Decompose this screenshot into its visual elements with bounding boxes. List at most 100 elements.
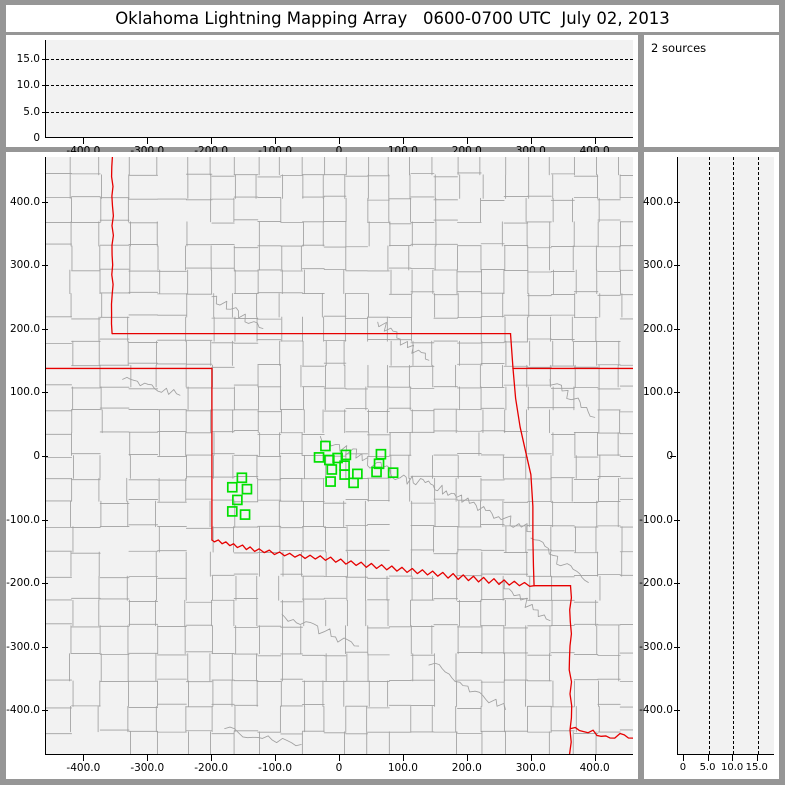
x-tick-mark (211, 755, 213, 761)
lightning-source-marker (326, 464, 338, 475)
county-line-river-7 (122, 376, 181, 396)
source-count-panel: 2 sources (644, 35, 779, 147)
x-tick-mark (147, 138, 149, 144)
lightning-source-marker (236, 472, 248, 484)
lightning-sources-layer (226, 440, 399, 520)
y-tick-mark (42, 392, 48, 394)
gridline-vertical (733, 157, 735, 754)
x-tick-mark (756, 755, 758, 761)
y-tick-mark (674, 328, 680, 330)
x-tick-mark (530, 755, 532, 761)
x-tick-mark (275, 138, 277, 144)
lightning-source-marker (348, 477, 359, 489)
y-tick-label: 100.0 (642, 386, 673, 399)
x-tick-label: 15.0 (745, 762, 768, 773)
y-tick-label: 300.0 (642, 259, 673, 272)
state-border-red-river (211, 539, 535, 588)
gridline-horizontal (46, 111, 633, 113)
lightning-source-marker (371, 466, 382, 478)
county-line-river-11 (224, 726, 302, 747)
x-tick-mark (732, 755, 734, 761)
y-tick-label: 0 (33, 132, 40, 144)
county-boundaries-layer (46, 157, 633, 754)
y-tick-mark (42, 519, 48, 521)
y-tick-mark (674, 583, 680, 585)
lightning-source-marker (387, 467, 399, 479)
x-tick-label: 100.0 (387, 762, 418, 774)
y-tick-label: -400.0 (6, 704, 40, 717)
gridline-vertical (757, 157, 759, 754)
county-line-horizontal (46, 172, 633, 735)
time-height-plot-area (45, 40, 633, 138)
y-tick-label: 100.0 (9, 386, 40, 399)
county-line-river-2 (399, 474, 455, 496)
y-tick-mark (674, 201, 680, 203)
y-tick-mark (674, 392, 680, 394)
lightning-source-marker (352, 468, 363, 480)
x-tick-mark (147, 755, 149, 761)
state-border-missouri (509, 332, 514, 370)
x-tick-label: 0 (679, 762, 687, 773)
altitude-plot-area (677, 157, 774, 755)
x-tick-label: 5.0 (699, 762, 716, 773)
altitude-panel: -400.0 -300.0 -200.0 -100.0 0 100.0 200.0 300.0… (639, 152, 779, 779)
y-tick-label: 5.0 (23, 105, 40, 118)
x-tick-label: 0 (335, 762, 343, 774)
x-tick-mark (594, 138, 596, 144)
x-tick-label: 300.0 (515, 762, 546, 774)
y-tick-label: 15.0 (16, 52, 40, 65)
state-border-colorado-kansas (110, 157, 115, 335)
y-tick-label: 400.0 (642, 195, 673, 208)
lightning-source-marker (241, 483, 253, 495)
x-tick-label: -100.0 (258, 762, 293, 774)
lightning-source-marker (375, 448, 387, 460)
x-tick-mark (339, 755, 340, 761)
source-count-label: 2 sources (651, 41, 707, 55)
state-border-louisiana-west (568, 585, 573, 754)
county-line-river-1 (319, 436, 401, 481)
y-tick-mark (674, 265, 680, 267)
x-tick-label: -200.0 (194, 762, 229, 774)
y-tick-label: 10.0 (16, 79, 40, 92)
x-tick-label: 10.0 (721, 762, 744, 773)
y-tick-label: 400.0 (9, 195, 40, 208)
y-tick-label: -100.0 (6, 513, 40, 526)
x-tick-mark (339, 138, 340, 144)
state-border-arkansas-west (512, 367, 535, 587)
y-tick-mark (42, 583, 48, 585)
y-tick-mark (42, 201, 48, 203)
y-tick-mark (42, 265, 48, 267)
y-tick-label: 200.0 (642, 322, 673, 335)
x-tick-mark (466, 755, 468, 761)
gridline-horizontal (46, 85, 633, 87)
y-tick-mark (670, 456, 676, 457)
map-panel[interactable]: -400.0 -300.0 -200.0 -100.0 0 100.0 200.0 300.0… (6, 152, 638, 779)
y-tick-mark (674, 646, 680, 648)
lightning-source-marker (239, 509, 251, 520)
x-tick-mark (211, 138, 213, 144)
county-line-river-8 (549, 378, 596, 418)
state-boundaries-layer (46, 157, 633, 754)
y-tick-label: -200.0 (6, 577, 40, 590)
county-line-river-10 (428, 662, 506, 710)
x-tick-mark (402, 138, 404, 144)
lightning-source-marker (226, 506, 238, 517)
map-plot-area[interactable] (45, 157, 633, 755)
y-tick-mark (42, 710, 48, 712)
x-tick-label: 400.0 (579, 762, 610, 774)
x-tick-mark (83, 138, 85, 144)
county-line-river-6 (530, 537, 589, 583)
y-tick-label: -300.0 (639, 640, 673, 653)
y-tick-label: -100.0 (639, 513, 673, 526)
x-tick-label: 200.0 (451, 762, 482, 774)
y-tick-label: -400.0 (639, 704, 673, 717)
y-tick-label: 0 (33, 450, 40, 462)
county-line-vertical (69, 157, 623, 754)
x-tick-label: -400.0 (66, 762, 101, 774)
x-tick-mark (594, 755, 596, 761)
y-tick-label: -300.0 (6, 640, 40, 653)
x-tick-label: 0 (335, 145, 343, 157)
x-tick-mark (402, 755, 404, 761)
county-line-river-3 (453, 493, 532, 533)
y-tick-label: 200.0 (9, 322, 40, 335)
